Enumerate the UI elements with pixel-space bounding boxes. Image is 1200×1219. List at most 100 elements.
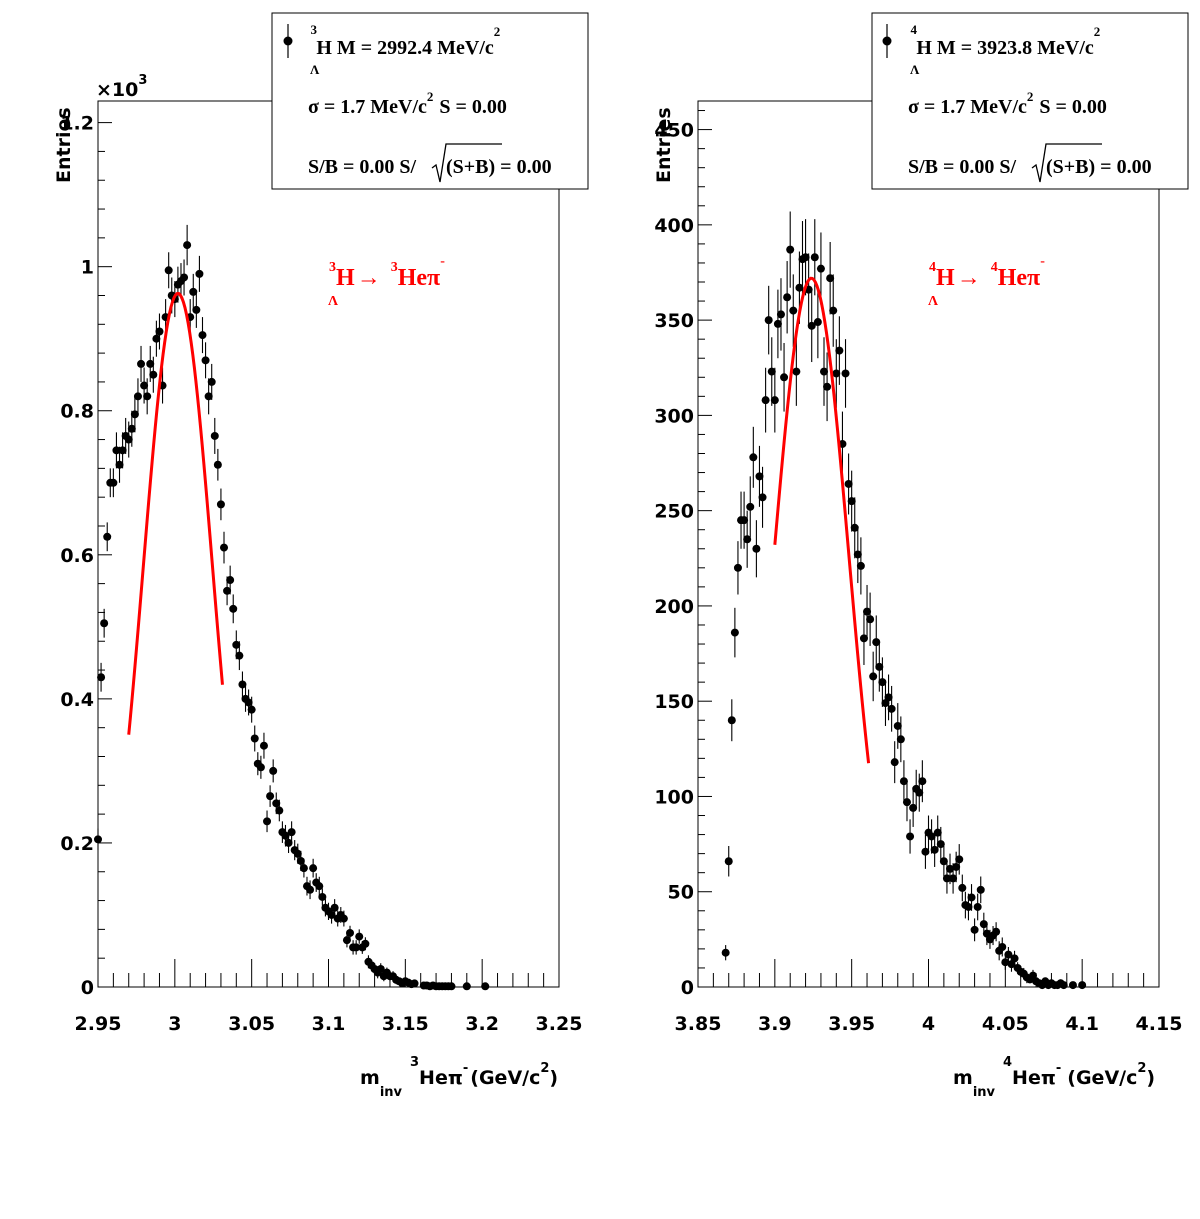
data-point	[780, 373, 789, 382]
data-point	[835, 346, 844, 355]
data-point	[94, 835, 102, 844]
data-point	[204, 392, 213, 401]
data-point	[330, 903, 339, 912]
data-point	[266, 792, 275, 801]
data-point	[140, 381, 149, 390]
data-point	[327, 910, 336, 919]
data-point	[281, 831, 290, 840]
data-point	[820, 367, 829, 376]
x-tick-label: 3.2	[465, 1013, 499, 1035]
data-point	[315, 882, 324, 891]
data-point	[346, 928, 355, 937]
y-tick-label: 1	[81, 257, 94, 279]
data-point	[220, 543, 229, 552]
data-point	[902, 798, 911, 807]
data-point	[342, 936, 351, 945]
data-point	[293, 849, 302, 858]
data-point	[930, 845, 939, 854]
data-point	[859, 634, 868, 643]
data-point	[786, 245, 795, 254]
data-point	[1001, 958, 1010, 967]
x-tick-label: 4	[922, 1013, 935, 1035]
data-point	[973, 902, 982, 911]
gaussian-fit-curve	[773, 276, 871, 764]
data-points	[721, 211, 1087, 990]
axis-ticks: 2.95 3 3.05 3.1 3.15 3.2 3.25 0 0.2 0.4 0.6 0.8 1 1.2	[60, 113, 582, 1035]
data-point	[127, 424, 136, 433]
data-point	[921, 847, 930, 856]
data-point	[112, 446, 121, 455]
sqrt-sign	[1031, 143, 1102, 183]
data-point	[1068, 981, 1077, 990]
data-point	[306, 885, 315, 894]
legend-line-3: S/B = 0.00 S/	[908, 156, 1017, 178]
data-point	[130, 410, 139, 419]
data-point	[767, 367, 776, 376]
data-point	[1078, 981, 1087, 990]
data-point	[235, 651, 244, 660]
data-point	[927, 832, 936, 841]
y-tick-label: 0	[81, 977, 94, 999]
x-tick-label: 3.85	[675, 1013, 722, 1035]
data-point	[792, 367, 801, 376]
data-point	[263, 817, 272, 826]
data-point	[752, 544, 761, 553]
data-point	[896, 735, 905, 744]
data-point	[238, 680, 247, 689]
data-point	[942, 874, 951, 883]
data-point	[269, 766, 278, 775]
data-point	[721, 948, 730, 957]
data-point	[936, 840, 945, 849]
y-tick-label: 250	[654, 501, 694, 523]
x-tick-label: 3.05	[228, 1013, 275, 1035]
data-point	[376, 964, 385, 973]
data-point	[899, 777, 908, 786]
data-point	[155, 327, 164, 336]
data-point	[201, 356, 210, 365]
data-point	[309, 864, 318, 873]
data-point	[823, 382, 832, 391]
data-point	[213, 460, 222, 469]
data-point	[299, 864, 308, 873]
data-point	[749, 453, 758, 462]
data-point	[259, 741, 268, 750]
data-point	[462, 982, 471, 991]
data-point	[958, 883, 967, 892]
y-tick-label: 350	[654, 310, 694, 332]
y-tick-label: 0.6	[60, 545, 94, 567]
data-point	[801, 253, 810, 262]
data-point	[210, 431, 219, 440]
y-tick-label: 0.2	[60, 833, 94, 855]
data-point	[853, 550, 862, 559]
legend-line-1: 3 ΛH M = 2992.4 MeV/c2	[310, 22, 500, 77]
data-point	[164, 266, 173, 275]
data-point	[256, 763, 265, 772]
data-point	[829, 306, 838, 315]
data-point	[1059, 981, 1068, 990]
data-point	[740, 516, 749, 525]
data-point	[758, 493, 767, 502]
x-tick-label: 3.9	[758, 1013, 792, 1035]
data-point	[244, 698, 253, 707]
y-axis-title: Entries	[53, 107, 75, 183]
data-point	[133, 392, 142, 401]
legend-line-3: S/B = 0.00 S/	[308, 156, 417, 178]
y-tick-label: 0.4	[60, 689, 94, 711]
data-point	[180, 273, 189, 282]
data-point	[841, 369, 850, 378]
data-point	[410, 979, 419, 988]
data-point	[915, 788, 924, 797]
reaction-label: 3 ΛH→ 3Heπ-	[328, 254, 445, 309]
legend: 4 ΛH M = 3923.8 MeV/c2 σ = 1.7 MeV/c2 S = …	[871, 12, 1189, 190]
data-point	[755, 472, 764, 481]
data-point	[890, 758, 899, 767]
data-point	[795, 283, 804, 292]
data-point	[992, 927, 1001, 936]
data-point	[198, 331, 207, 340]
data-point	[1010, 954, 1019, 963]
data-point	[770, 396, 779, 405]
x-tick-label: 4.05	[982, 1013, 1029, 1035]
data-point	[733, 563, 742, 572]
x-tick-label: 4.15	[1136, 1013, 1183, 1035]
